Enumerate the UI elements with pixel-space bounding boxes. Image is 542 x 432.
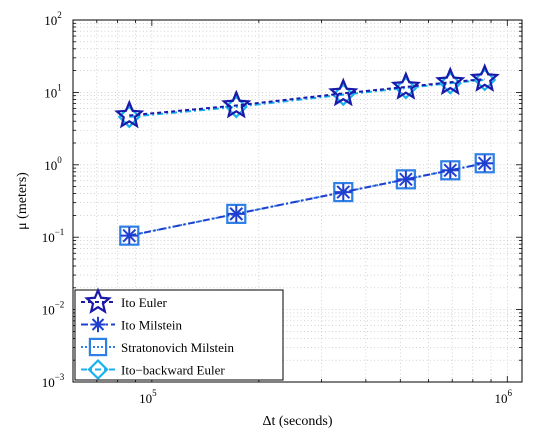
legend-label: Ito Milstein: [121, 318, 183, 333]
series-asterisk: [120, 154, 494, 245]
series-layer: [114, 63, 500, 246]
star-marker: [469, 63, 500, 92]
legend-box: [74, 289, 284, 381]
y-axis-label: μ (meters): [15, 172, 30, 230]
y-tick-label: 100: [44, 155, 62, 173]
y-tick-label: 101: [44, 82, 62, 100]
x-axis-label: Δt (seconds): [262, 414, 332, 429]
square-marker: [395, 169, 416, 190]
tick-labels: 105 106 10−3 10−2 10−1 100 101 102: [42, 10, 513, 406]
legend-item: Ito Euler: [81, 287, 168, 314]
legend-label: Ito Euler: [121, 295, 168, 310]
asterisk-marker: [399, 172, 413, 187]
square-marker: [333, 181, 354, 203]
legend-label: Ito−backward Euler: [121, 363, 225, 378]
legend-label: Stratonovich Milstein: [121, 340, 235, 355]
legend-item: Ito−backward Euler: [81, 358, 225, 381]
asterisk-marker: [122, 228, 137, 243]
star-marker: [328, 77, 359, 107]
x-tick-label: 105: [139, 388, 157, 406]
legend-item: Ito Milstein: [81, 316, 183, 333]
square-marker: [88, 337, 108, 357]
legend: Ito Euler Ito Milstein Stratonovich Milste…: [74, 287, 284, 381]
legend-item: Stratonovich Milstein: [81, 337, 235, 357]
square-marker: [119, 225, 140, 246]
x-tick-label: 106: [495, 388, 513, 406]
y-tick-label: 10−2: [42, 300, 65, 318]
y-tick-label: 10−3: [42, 372, 65, 390]
asterisk-marker: [477, 156, 492, 171]
star-marker: [435, 66, 466, 96]
series-diamond: [117, 68, 497, 129]
square-marker: [440, 160, 461, 181]
asterisk-marker: [336, 185, 351, 199]
series-line: [129, 78, 485, 118]
diamond-marker: [473, 68, 497, 92]
axes-frame: [72, 19, 523, 383]
star-marker: [221, 89, 252, 119]
y-tick-label: 102: [44, 10, 62, 28]
star-marker: [84, 287, 112, 314]
series-line: [129, 162, 485, 237]
asterisk-marker: [443, 163, 458, 178]
diamond-marker: [117, 105, 141, 129]
series-line: [129, 78, 485, 117]
series-star: [114, 63, 500, 129]
asterisk-marker: [229, 207, 244, 221]
star-marker: [114, 99, 145, 129]
square-marker: [474, 153, 495, 174]
diamond-marker: [331, 83, 355, 107]
diamond-marker: [87, 358, 109, 381]
diamond-marker: [394, 76, 418, 100]
star-marker: [390, 71, 421, 100]
axes-box: [72, 19, 523, 383]
diamond-marker: [438, 71, 462, 95]
square-marker: [226, 203, 247, 224]
asterisk-marker: [91, 318, 105, 331]
diamond-marker: [224, 95, 248, 119]
y-tick-label: 10−1: [42, 227, 65, 245]
